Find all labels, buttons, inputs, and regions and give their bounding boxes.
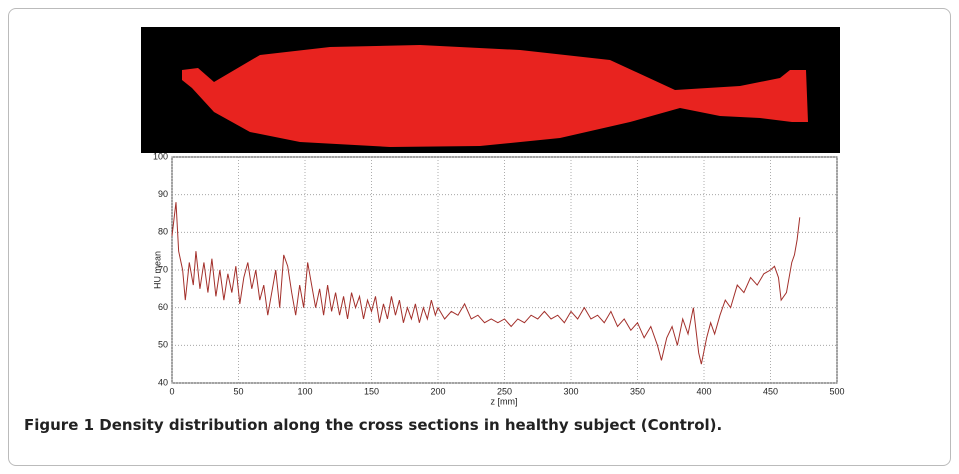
x-tick-label: 300 [563, 386, 578, 396]
x-tick-label: 50 [233, 386, 243, 396]
x-tick-label: 150 [364, 386, 379, 396]
y-tick-label: 40 [158, 377, 168, 387]
y-tick-label: 70 [158, 264, 168, 274]
x-tick-label: 200 [430, 386, 445, 396]
x-tick-label: 0 [169, 386, 174, 396]
caption-label: Figure 1 [24, 416, 95, 434]
y-tick-label: 100 [153, 151, 168, 161]
x-tick-label: 350 [630, 386, 645, 396]
y-tick-label: 50 [158, 340, 168, 350]
x-tick-label: 100 [297, 386, 312, 396]
y-tick-label: 80 [158, 227, 168, 237]
caption-text: Density distribution along the cross sec… [99, 416, 723, 434]
x-tick-label: 500 [829, 386, 844, 396]
data-line [171, 202, 801, 365]
y-tick-label: 60 [158, 302, 168, 312]
chart: HU mean z [mm] 40 50 60 70 80 90 100 0 50 100 150 2… [141, 27, 845, 406]
muscle-render [182, 45, 808, 147]
x-axis-label: z [mm] [491, 396, 518, 406]
x-tick-label: 400 [696, 386, 711, 396]
figure-frame [8, 8, 951, 466]
x-tick-label: 250 [497, 386, 512, 396]
caption: Figure 1 Density distribution along the … [24, 416, 722, 434]
y-tick-label: 90 [158, 189, 168, 199]
x-tick-label: 450 [763, 386, 778, 396]
y-axis-label: HU mean [152, 251, 162, 289]
